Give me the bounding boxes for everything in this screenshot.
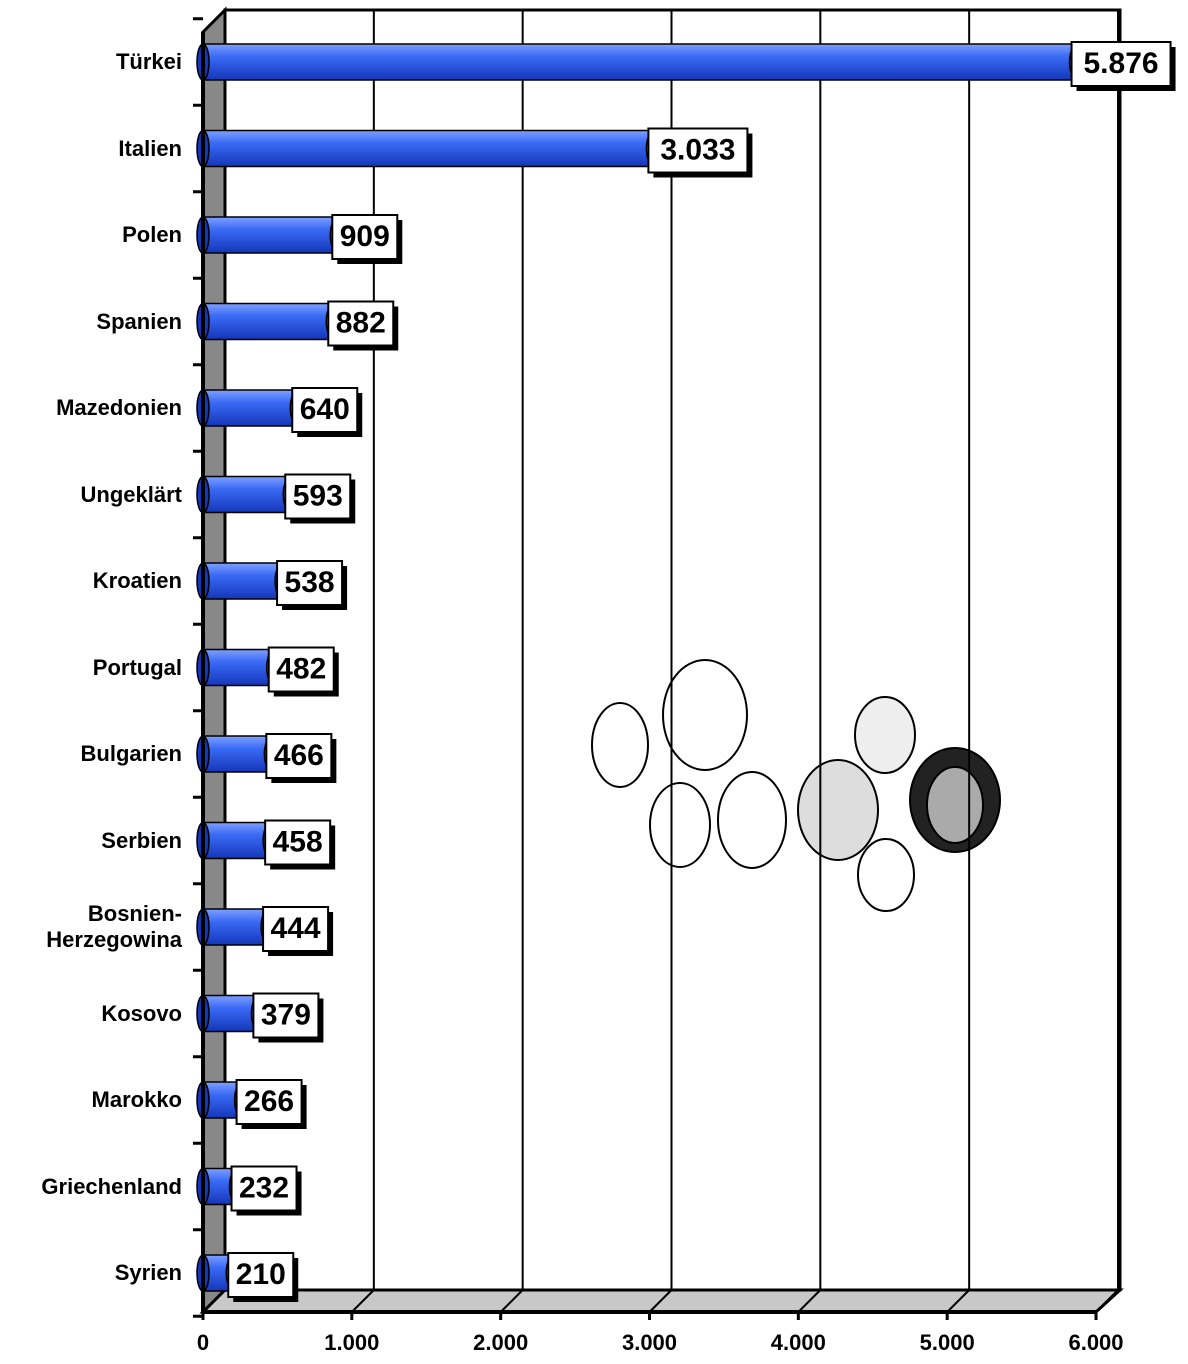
category-label: Marokko	[91, 1087, 182, 1112]
value-label: 266	[244, 1085, 294, 1118]
category-label: Portugal	[92, 654, 182, 680]
value-label: 538	[285, 566, 335, 599]
category-label: Kroatien	[92, 568, 182, 593]
value-label-box	[1070, 41, 1172, 87]
value-label-box	[264, 819, 332, 866]
bar	[202, 735, 274, 773]
bar	[202, 129, 656, 168]
bar	[202, 302, 336, 341]
faces-clipart	[591, 659, 1001, 912]
value-label: 379	[261, 998, 311, 1031]
value-label-box	[276, 560, 344, 606]
value-label-box	[262, 906, 330, 952]
value-label-box	[267, 646, 335, 693]
value-label: 593	[293, 479, 343, 512]
value-label-box	[327, 300, 395, 347]
value-label: 232	[239, 1171, 289, 1204]
value-label: 210	[236, 1258, 286, 1291]
value-label-box	[230, 1165, 298, 1212]
value-label-box	[284, 473, 352, 520]
bar	[202, 648, 276, 687]
category-label: Bosnien-Herzegowina	[46, 901, 182, 952]
value-label: 444	[271, 912, 321, 945]
x-tick-label: 3.000	[622, 1330, 677, 1355]
bar	[202, 821, 272, 860]
value-label-box	[647, 127, 749, 174]
category-label: Mazedonien	[56, 395, 182, 420]
value-label: 482	[276, 652, 326, 685]
bar	[202, 562, 284, 600]
category-label: Griechenland	[41, 1173, 182, 1199]
bar	[202, 389, 300, 427]
x-tick-label: 0	[197, 1330, 209, 1355]
category-label: Polen	[122, 222, 182, 247]
floor-grid-line	[946, 1289, 970, 1313]
value-label: 466	[274, 739, 324, 772]
x-tick-label: 4.000	[771, 1330, 826, 1355]
value-label-box	[331, 214, 399, 260]
category-label: Türkei	[115, 49, 182, 74]
value-label-box	[227, 1252, 295, 1298]
x-tick-label: 1.000	[324, 1330, 379, 1355]
floor-grid-line	[1095, 1289, 1119, 1313]
value-label-box	[252, 992, 320, 1039]
value-label-box	[291, 387, 359, 433]
category-label: Ungeklärt	[80, 481, 182, 507]
value-label: 3.033	[660, 133, 735, 166]
category-label: Spanien	[96, 308, 182, 334]
floor-grid-line	[499, 1289, 524, 1313]
bar	[202, 475, 293, 514]
value-label-box	[265, 733, 333, 779]
value-label: 5.876	[1084, 47, 1159, 80]
bar	[202, 908, 270, 946]
category-label: Serbien	[101, 827, 182, 853]
bar	[202, 43, 1079, 81]
bars: 5.876 3.033 909 882 640 593 538 482 466 458 444 379…	[196, 41, 1176, 1302]
value-label: 909	[340, 220, 390, 253]
bar	[202, 216, 340, 254]
x-tick-label: 5.000	[920, 1330, 975, 1355]
value-label-box	[235, 1079, 303, 1125]
floor-grid-line	[351, 1289, 375, 1313]
category-label: Kosovo	[101, 1000, 182, 1026]
category-label: Bulgarien	[80, 741, 182, 766]
floor-grid-line	[797, 1289, 822, 1313]
value-label: 458	[273, 825, 323, 858]
category-label: Italien	[118, 135, 182, 161]
x-tick-label: 6.000	[1068, 1330, 1123, 1355]
floor-grid-line	[648, 1289, 673, 1313]
floor-grid-line	[202, 1289, 226, 1313]
value-label: 640	[300, 393, 350, 426]
category-label: Syrien	[114, 1260, 182, 1285]
value-label: 882	[336, 306, 386, 339]
x-tick-label: 2.000	[473, 1330, 528, 1355]
